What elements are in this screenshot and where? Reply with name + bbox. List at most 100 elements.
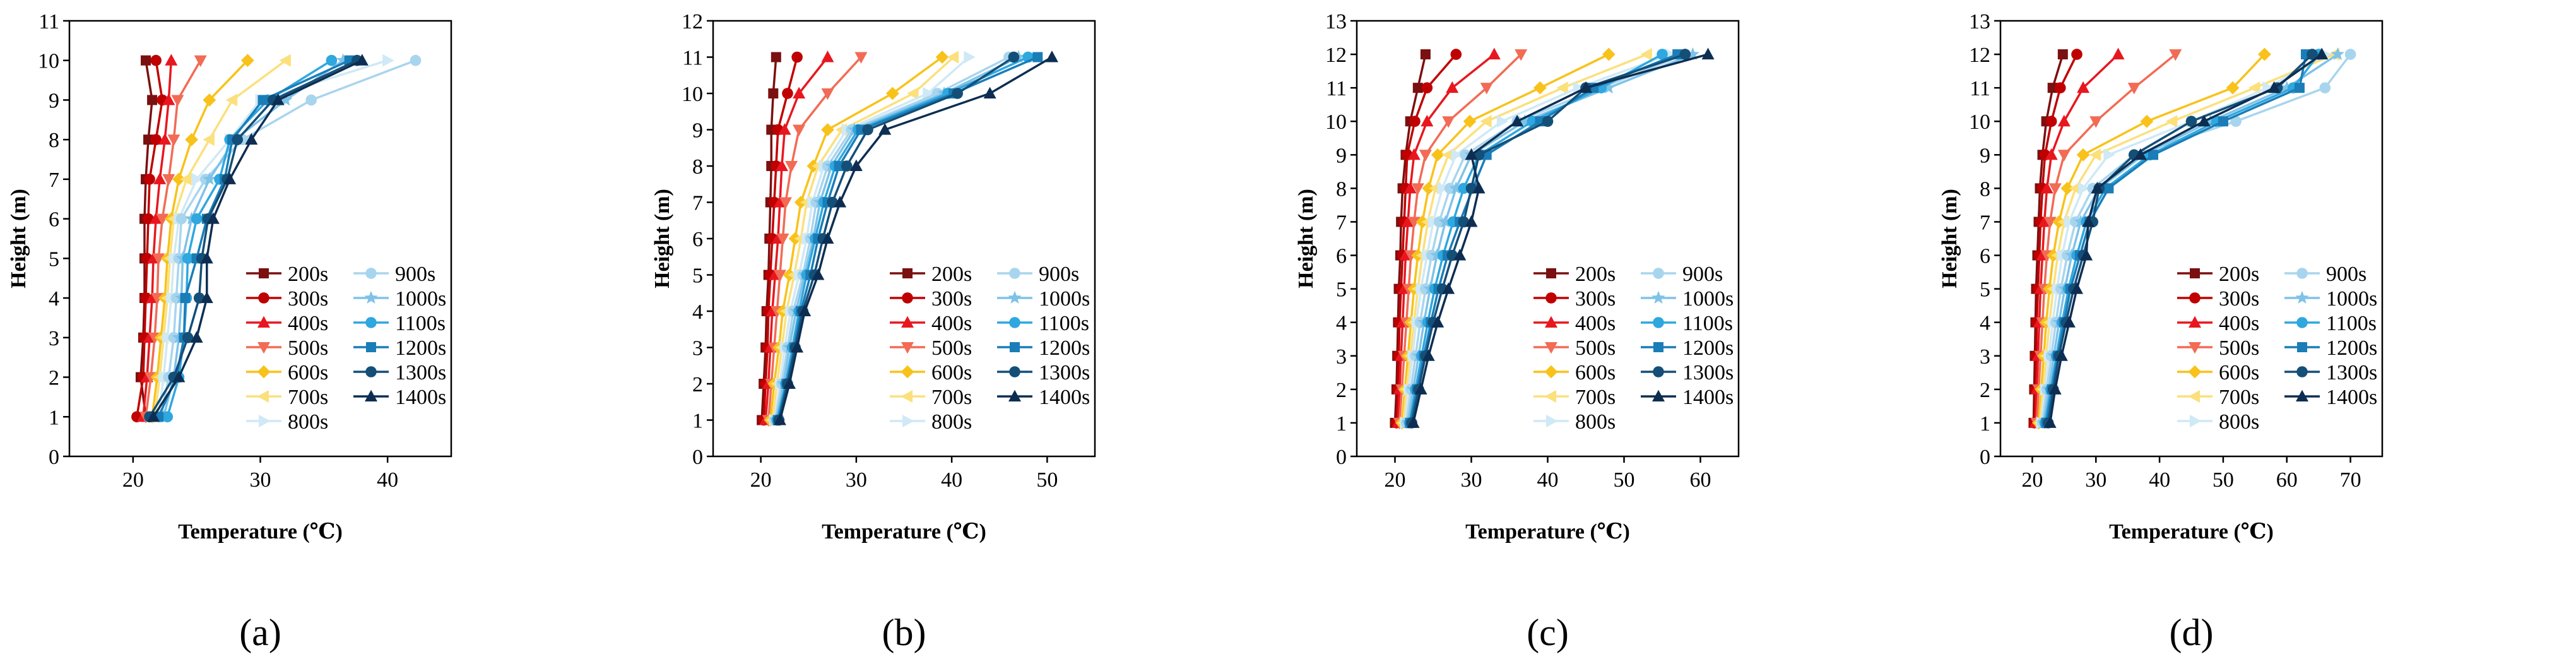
data-point xyxy=(153,172,167,184)
data-point xyxy=(773,196,786,208)
data-point xyxy=(854,52,868,64)
data-point xyxy=(1430,248,1444,261)
data-point xyxy=(165,54,178,66)
data-point xyxy=(1451,148,1463,162)
legend-marker xyxy=(1546,415,1558,427)
x-tick-label: 50 xyxy=(1036,468,1058,492)
data-point xyxy=(190,331,203,343)
x-axis-title: Temperature (℃) xyxy=(2109,520,2274,543)
data-point xyxy=(2148,150,2158,160)
legend-label: 1000s xyxy=(395,287,446,311)
x-tick-label: 60 xyxy=(1690,468,1711,492)
legend-marker xyxy=(365,389,377,401)
legend-marker xyxy=(258,292,269,304)
data-point xyxy=(2062,316,2076,328)
data-point xyxy=(1450,49,1462,60)
data-point xyxy=(305,94,317,106)
legend-marker xyxy=(2296,317,2308,328)
legend-marker xyxy=(2295,290,2309,304)
legend-label: 400s xyxy=(288,312,328,335)
legend-marker xyxy=(259,415,271,427)
legend-marker xyxy=(901,365,914,379)
series-1400s xyxy=(2043,47,2329,428)
y-tick-label: 6 xyxy=(1336,245,1347,268)
data-point xyxy=(326,54,338,66)
series-1400s xyxy=(147,54,369,422)
data-point xyxy=(1679,49,1691,60)
legend-label: 1100s xyxy=(1682,312,1733,335)
series-line-1000s xyxy=(2042,53,2339,424)
series-line-1300s xyxy=(1410,53,1686,424)
legend-label: 500s xyxy=(288,336,328,360)
legend-marker xyxy=(902,268,913,278)
data-point xyxy=(2045,148,2058,160)
x-tick-label: 40 xyxy=(1537,468,1559,492)
series-line-1200s xyxy=(1409,53,1678,424)
data-point xyxy=(1511,114,1524,127)
data-point xyxy=(2267,81,2281,93)
data-point xyxy=(821,232,834,244)
x-axis-title: Temperature (℃) xyxy=(822,520,986,543)
legend-label: 1300s xyxy=(1039,361,1090,384)
data-point xyxy=(1421,82,1433,93)
data-point xyxy=(191,213,203,225)
legend-marker xyxy=(1651,290,1665,304)
data-point xyxy=(150,212,163,224)
data-point xyxy=(1421,114,1434,127)
data-point xyxy=(162,174,175,186)
legend-label: 700s xyxy=(1575,386,1616,409)
data-point xyxy=(2078,182,2090,195)
data-point xyxy=(935,50,949,64)
series-line-200s xyxy=(1393,54,1427,424)
x-tick-label: 20 xyxy=(750,468,772,492)
y-tick-label: 11 xyxy=(1326,77,1347,100)
data-point xyxy=(1556,81,1568,95)
legend-label: 500s xyxy=(931,336,972,360)
y-tick-label: 1 xyxy=(1336,412,1347,436)
data-point xyxy=(279,54,291,67)
series-1400s xyxy=(1407,47,1715,428)
data-point xyxy=(2165,115,2178,128)
data-point xyxy=(143,134,154,145)
y-tick-label: 5 xyxy=(49,247,59,271)
data-point xyxy=(1407,217,1421,229)
data-point xyxy=(2055,349,2068,361)
y-tick-label: 13 xyxy=(1325,10,1347,33)
data-point xyxy=(2169,49,2182,61)
data-point xyxy=(1407,148,1421,160)
legend-marker xyxy=(1544,365,1558,379)
legend-marker xyxy=(1653,268,1664,279)
data-point xyxy=(185,133,198,146)
data-point xyxy=(206,212,220,224)
y-tick-label: 2 xyxy=(692,373,703,396)
data-point xyxy=(147,410,160,422)
data-point xyxy=(983,86,996,98)
data-point xyxy=(1411,183,1424,195)
legend-marker xyxy=(365,366,377,377)
y-tick-label: 10 xyxy=(1969,110,1990,134)
data-point xyxy=(862,124,873,136)
y-tick-label: 3 xyxy=(1336,345,1347,369)
legend-marker xyxy=(2296,366,2308,377)
data-point xyxy=(834,161,844,171)
x-tick-label: 60 xyxy=(2276,468,2298,492)
data-point xyxy=(1422,181,1436,195)
data-point xyxy=(791,51,803,63)
legend-label: 1400s xyxy=(2326,386,2377,409)
data-point xyxy=(1431,148,1445,162)
data-point xyxy=(2218,116,2228,127)
legend-label: 600s xyxy=(2219,361,2259,384)
y-tick-label: 7 xyxy=(1980,211,1990,234)
y-tick-label: 2 xyxy=(49,367,59,390)
data-point xyxy=(776,234,789,246)
legend-marker xyxy=(257,342,270,354)
legend-marker xyxy=(2188,390,2200,403)
legend-marker xyxy=(2188,365,2202,379)
series-line-1100s xyxy=(1408,53,1663,424)
data-point xyxy=(2071,282,2083,294)
data-point xyxy=(175,213,187,225)
data-point xyxy=(279,93,293,106)
